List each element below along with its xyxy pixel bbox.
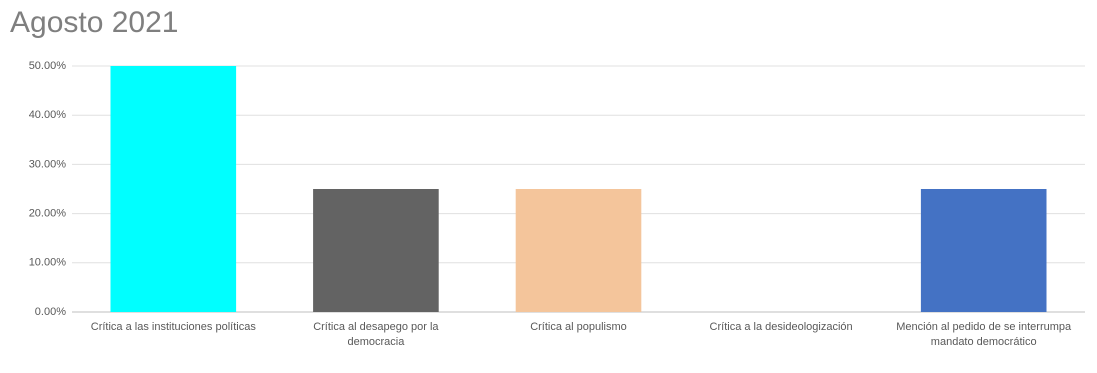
y-tick-label: 10.00%: [29, 257, 67, 269]
y-tick-label: 20.00%: [29, 208, 67, 220]
y-tick-label: 40.00%: [29, 109, 67, 121]
bar: [313, 189, 439, 312]
x-tick-label: Mención al pedido de se interrumpa manda…: [896, 321, 1072, 348]
y-tick-label: 0.00%: [35, 306, 66, 318]
chart-title: Agosto 2021: [10, 6, 179, 39]
bar: [110, 66, 237, 312]
x-tick-label: Crítica al populismo: [530, 321, 627, 333]
y-tick-label: 50.00%: [29, 60, 67, 72]
bar: [920, 189, 1047, 312]
x-tick-label: Crítica a la desideologización: [709, 321, 853, 333]
x-tick-label: Crítica a las instituciones políticas: [90, 321, 256, 333]
bar: [515, 189, 642, 312]
y-tick-label: 30.00%: [29, 158, 67, 170]
x-tick-label: Crítica al desapego por la democracia: [313, 321, 439, 348]
